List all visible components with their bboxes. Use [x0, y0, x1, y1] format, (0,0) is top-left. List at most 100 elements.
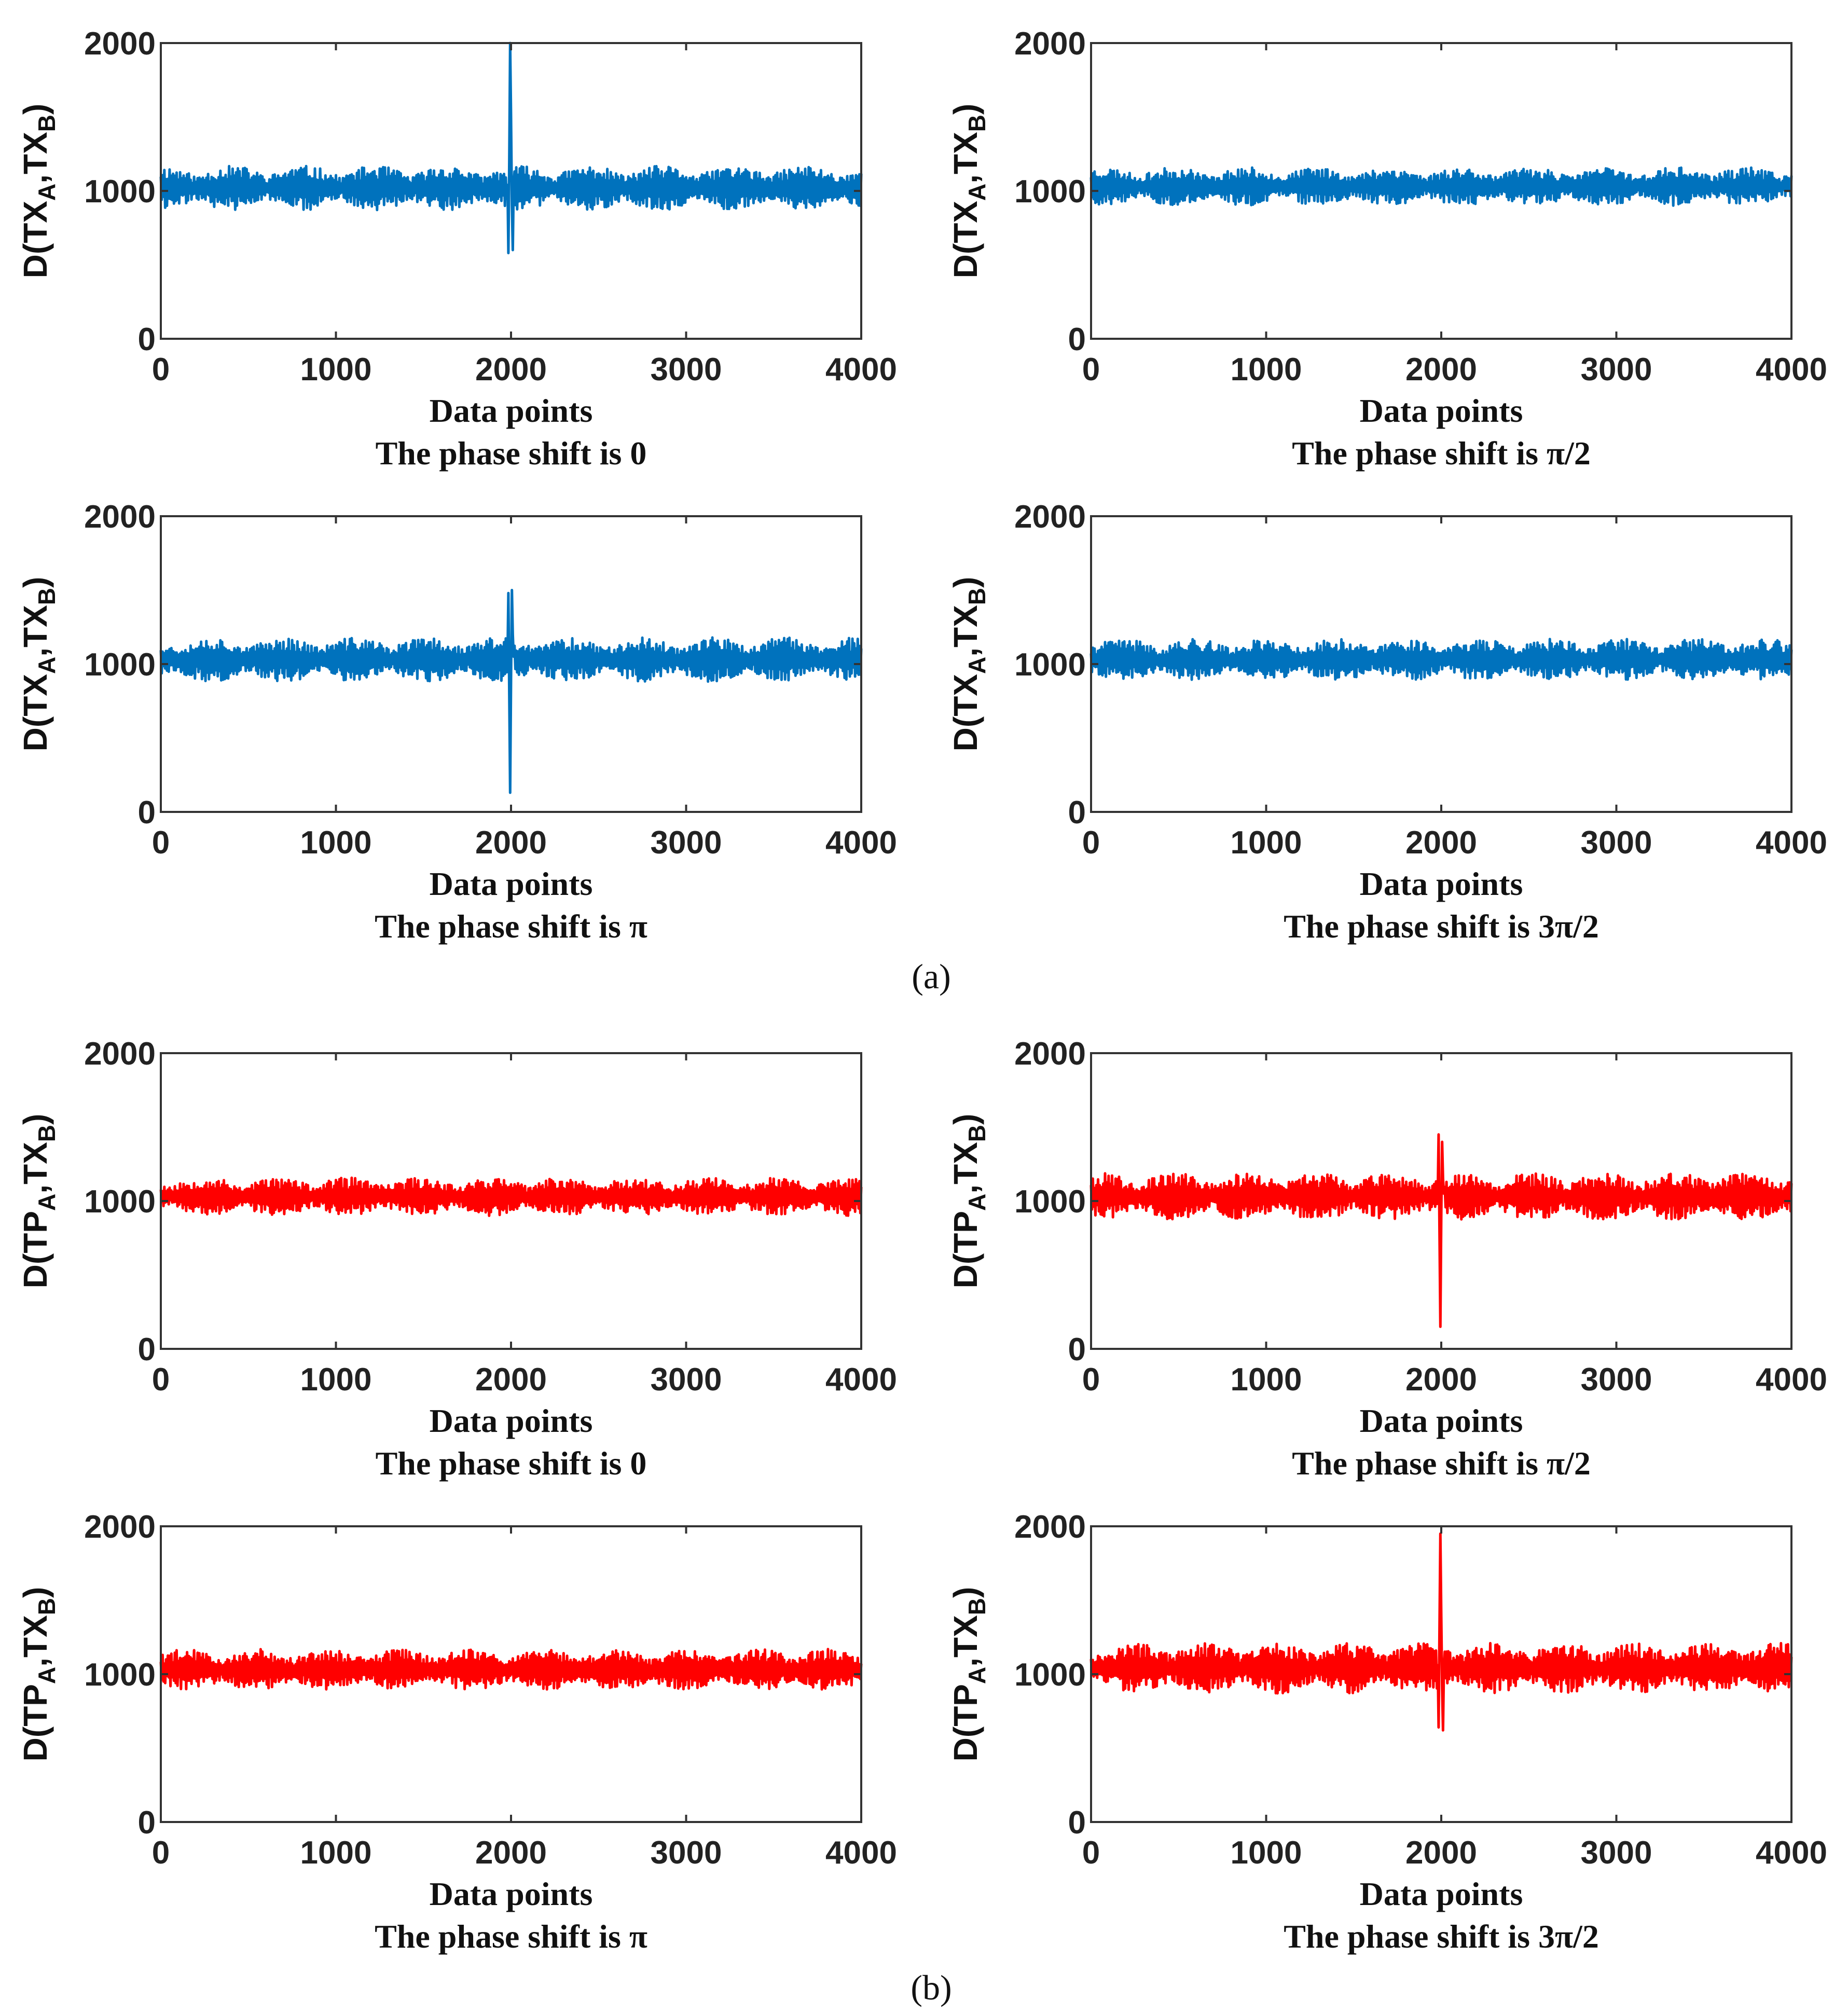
subplot-caption: The phase shift is 3π/2 — [1284, 1918, 1599, 1955]
series-line — [1090, 638, 1793, 681]
y-axis-label-subscript: A — [963, 1194, 990, 1211]
y-axis-label-text: D(TX — [947, 201, 984, 279]
x-tick-label: 1000 — [300, 825, 372, 861]
x-axis-label: Data points — [430, 865, 593, 902]
x-tick-label: 4000 — [825, 1362, 897, 1398]
y-tick-label: 2000 — [84, 1509, 156, 1545]
x-tick-label: 4000 — [825, 1835, 897, 1871]
x-tick-label: 1000 — [1231, 352, 1302, 388]
x-tick-label: 1000 — [300, 1835, 372, 1871]
y-axis-label-text: ,TX — [947, 605, 984, 657]
x-tick-label: 0 — [1082, 352, 1100, 388]
x-tick-label: 1000 — [1231, 825, 1302, 861]
y-axis-label: D(TXA,TXB) — [947, 104, 990, 279]
y-axis-label-text: ,TX — [17, 1615, 54, 1667]
y-tick-label: 2000 — [84, 26, 156, 62]
x-tick-label: 0 — [152, 1835, 170, 1871]
x-tick-label: 0 — [1082, 825, 1100, 861]
y-tick-label: 2000 — [1014, 26, 1086, 62]
y-axis-label-subscript: A — [33, 1194, 60, 1211]
x-tick-label: 1000 — [300, 352, 372, 388]
series-line — [159, 42, 863, 255]
y-tick-label: 2000 — [84, 499, 156, 535]
y-tick-label: 1000 — [1014, 1657, 1086, 1693]
y-axis-label-subscript: A — [33, 1667, 60, 1684]
x-tick-label: 1000 — [1231, 1835, 1302, 1871]
x-tick-label: 4000 — [1756, 1362, 1827, 1398]
y-tick-label: 0 — [1068, 322, 1086, 357]
y-axis-label-text: ) — [947, 1114, 984, 1125]
y-axis-label-subscript: B — [963, 1125, 990, 1142]
x-tick-label: 1000 — [1231, 1362, 1302, 1398]
y-axis-label-subscript: B — [963, 115, 990, 132]
subplot-caption: The phase shift is π — [375, 1918, 647, 1955]
x-tick-label: 2000 — [1405, 1362, 1477, 1398]
x-tick-label: 2000 — [475, 1835, 547, 1871]
x-tick-label: 2000 — [475, 352, 547, 388]
y-axis-label-text: ,TX — [17, 132, 54, 184]
y-axis-label-subscript: A — [33, 657, 60, 674]
y-tick-label: 1000 — [84, 1184, 156, 1220]
x-tick-label: 2000 — [475, 825, 547, 861]
x-tick-label: 0 — [152, 352, 170, 388]
y-axis-label-text: D(TP — [17, 1684, 54, 1761]
y-axis-label-subscript: B — [33, 1125, 60, 1142]
series-line — [1090, 166, 1793, 207]
y-tick-label: 1000 — [84, 647, 156, 683]
y-tick-label: 2000 — [1014, 499, 1086, 535]
y-axis-label-subscript: B — [963, 1598, 990, 1615]
y-tick-label: 1000 — [1014, 647, 1086, 683]
x-tick-label: 2000 — [1405, 825, 1477, 861]
y-tick-label: 0 — [1068, 795, 1086, 831]
series-line — [159, 589, 863, 794]
chart-7: 0 1000 2000 3000 4000 0 1000 2000 Data points The… — [17, 1509, 897, 1955]
y-axis-label-text: ) — [947, 104, 984, 115]
series-line — [1090, 1532, 1793, 1732]
y-axis-label-subscript: A — [963, 657, 990, 674]
chart-6: 0 1000 2000 3000 4000 0 1000 2000 Data points The… — [947, 1036, 1827, 1482]
subplot-caption: The phase shift is 0 — [376, 435, 647, 472]
x-tick-label: 2000 — [475, 1362, 547, 1398]
chart-3: 0 1000 2000 3000 4000 0 1000 2000 Data points The… — [17, 499, 897, 945]
y-axis-label-text: D(TP — [947, 1211, 984, 1288]
x-tick-label: 2000 — [1405, 1835, 1477, 1871]
y-tick-label: 0 — [1068, 1332, 1086, 1368]
subplot-caption: The phase shift is π — [375, 908, 647, 945]
y-axis-label: D(TXA,TXB) — [947, 577, 990, 752]
x-tick-label: 0 — [1082, 1362, 1100, 1398]
x-tick-label: 4000 — [825, 825, 897, 861]
y-axis-label-text: ,TX — [947, 1615, 984, 1667]
y-axis-label-text: D(TX — [947, 674, 984, 752]
x-tick-label: 3000 — [651, 1362, 722, 1398]
y-axis-label-text: ,TX — [947, 132, 984, 184]
chart-2: 0 1000 2000 3000 4000 0 1000 2000 Data points The… — [947, 26, 1827, 472]
y-tick-label: 0 — [138, 1805, 156, 1841]
chart-5: 0 1000 2000 3000 4000 0 1000 2000 Data points The… — [17, 1036, 897, 1482]
x-tick-label: 4000 — [1756, 352, 1827, 388]
y-axis-label-text: ) — [947, 1587, 984, 1598]
panel-label-b: (b) — [911, 1968, 951, 2007]
series-line — [1090, 1133, 1793, 1328]
y-axis-label: D(TPA,TXB) — [947, 1587, 990, 1762]
y-axis-label-text: ) — [17, 577, 54, 588]
y-axis-label-subscript: B — [33, 115, 60, 132]
x-tick-label: 3000 — [1581, 352, 1652, 388]
x-axis-label: Data points — [1360, 392, 1523, 429]
y-axis-label-text: D(TP — [947, 1684, 984, 1761]
x-tick-label: 0 — [152, 825, 170, 861]
y-axis-label: D(TPA,TXB) — [17, 1587, 60, 1762]
y-tick-label: 1000 — [1014, 1184, 1086, 1220]
subplot-caption: The phase shift is π/2 — [1292, 1445, 1591, 1482]
y-axis-label-text: ) — [17, 104, 54, 115]
y-axis-label: D(TPA,TXB) — [17, 1114, 60, 1289]
subplot-caption: The phase shift is π/2 — [1292, 435, 1591, 472]
x-tick-label: 0 — [1082, 1835, 1100, 1871]
y-axis-label-subscript: B — [33, 1598, 60, 1615]
y-tick-label: 0 — [1068, 1805, 1086, 1841]
y-axis-label: D(TXA,TXB) — [17, 104, 60, 279]
x-tick-label: 3000 — [651, 352, 722, 388]
panel-label-a: (a) — [912, 957, 950, 996]
y-axis-label-subscript: A — [963, 1667, 990, 1684]
x-tick-label: 4000 — [825, 352, 897, 388]
